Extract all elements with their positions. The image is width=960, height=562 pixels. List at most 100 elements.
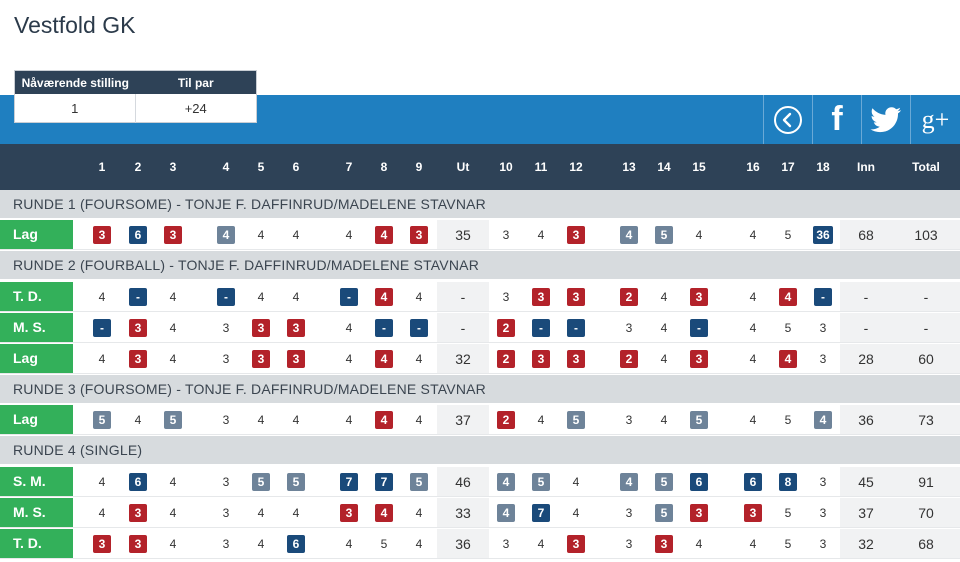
score-row: M. S. -3 4 3 3 3 4- - -2- -3 4-4 5 3- - [0,313,960,343]
score-cell-3: 3 [158,220,188,249]
score-cell-10: 3 [502,227,510,242]
score-cell-9: 4 [415,505,423,520]
facebook-icon: f [831,100,843,138]
score-cell-17: 4 [773,282,803,311]
score-cell-16: 6 [738,467,768,496]
score-cell-8: 4 [369,282,399,311]
score-row: Lag 4 3 4 3 3 3 4 4 4 32 2 3 3 2 4 3 4 4 3 28 60 [0,344,960,374]
score-badge: 6 [690,472,708,491]
round-header: RUNDE 1 (FOURSOME) - TONJE F. DAFFINRUD/… [0,190,960,219]
score-cell-6: 3 [281,344,311,373]
standing-position-value: 1 [15,94,136,123]
score-cell-2: 3 [123,344,153,373]
score-cell-10: 3 [502,289,510,304]
score-cell-14: 3 [649,529,679,558]
score-cell-4: 3 [222,474,230,489]
column-header-inn: Inn [857,160,875,174]
score-cell-6: 5 [281,467,311,496]
score-cell-4: 4 [211,220,241,249]
score-badge: 6 [287,534,305,553]
score-badge: 6 [129,472,147,491]
player-label: M. S. [0,498,73,527]
column-header-17: 17 [781,160,795,174]
score-cell-7: 4 [345,351,353,366]
score-column-header: 1 2 3 4 5 6 7 8 9 Ut 10 11 12 13 14 15 16 17 18 Inn Total [0,144,960,190]
score-cell-12: 3 [561,344,591,373]
score-cell-3: 4 [169,289,177,304]
score-badge: 3 [129,318,147,337]
score-cell-9: 4 [415,351,423,366]
column-header-9: 9 [415,160,423,174]
score-row: Lag 3 6 3 4 4 4 4 4 3 35 3 4 3 4 5 4 4 5 36 68 103 [0,220,960,250]
score-badge: 5 [655,472,673,491]
column-header-1: 1 [98,160,106,174]
score-cell-1: 4 [98,351,106,366]
score-cell-6: 4 [292,505,300,520]
score-cell-9: 4 [415,536,423,551]
score-cell-ut: - [460,288,466,305]
score-cell-1: 4 [98,505,106,520]
score-cell-9: 3 [404,220,434,249]
score-cell-15: 4 [695,536,703,551]
score-cell-13: 2 [614,344,644,373]
total-column-shade [840,405,960,434]
score-cell-12: 4 [572,474,580,489]
score-cell-ut: 35 [455,226,471,243]
score-cell-17: 5 [784,320,792,335]
score-badge: 3 [567,287,585,306]
standing-position-header: Nåværende stilling [21,75,129,90]
total-column-shade [840,529,960,558]
chevron-left-icon [774,105,802,134]
score-cell-14: 5 [649,467,679,496]
google-plus-icon: g+ [921,104,950,134]
score-cell-2: 3 [123,498,153,527]
score-badge: 3 [532,349,550,368]
score-cell-5: 3 [246,313,276,342]
twitter-icon [870,106,902,132]
score-cell-7: 4 [345,320,353,335]
score-cell-inn: - [863,319,869,336]
twitter-button[interactable] [861,95,910,144]
score-cell-11: - [526,313,556,342]
score-cell-3: 4 [169,505,177,520]
score-cell-8: 4 [369,220,399,249]
google-plus-button[interactable]: g+ [910,95,960,144]
score-badge: 5 [532,472,550,491]
score-cell-8: 4 [369,344,399,373]
total-column-shade [437,498,489,527]
total-column-shade [437,282,489,311]
score-cell-8: 7 [369,467,399,496]
score-cell-2: 6 [123,467,153,496]
total-column-shade [840,467,960,496]
score-badge: 7 [340,472,358,491]
facebook-button[interactable]: f [812,95,861,144]
standing-to-par-value: +24 [184,101,207,116]
score-cell-15: 5 [684,405,714,434]
score-badge: 4 [779,349,797,368]
score-cell-12: 3 [561,282,591,311]
column-header-5: 5 [257,160,265,174]
score-badge: 4 [620,225,638,244]
score-cell-16: 4 [749,351,757,366]
column-header-12: 12 [569,160,583,174]
score-cell-2: - [123,282,153,311]
back-button[interactable] [763,95,812,144]
score-cell-ut: 33 [455,504,471,521]
score-badge: 3 [129,503,147,522]
score-badge: 4 [375,225,393,244]
score-badge: 4 [620,472,638,491]
column-header-11: 11 [534,160,548,174]
score-cell-13: 3 [625,505,633,520]
score-badge: - [93,318,111,337]
score-cell-1: 5 [87,405,117,434]
score-cell-12: 4 [572,505,580,520]
score-cell-16: 4 [749,227,757,242]
score-cell-3: 4 [169,351,177,366]
score-cell-10: 2 [491,313,521,342]
score-badge: 3 [252,318,270,337]
score-cell-ut: 37 [455,411,471,428]
score-badge: 36 [813,225,833,244]
score-cell-8: 4 [369,405,399,434]
score-badge: 2 [497,318,515,337]
score-badge: - [814,287,832,306]
